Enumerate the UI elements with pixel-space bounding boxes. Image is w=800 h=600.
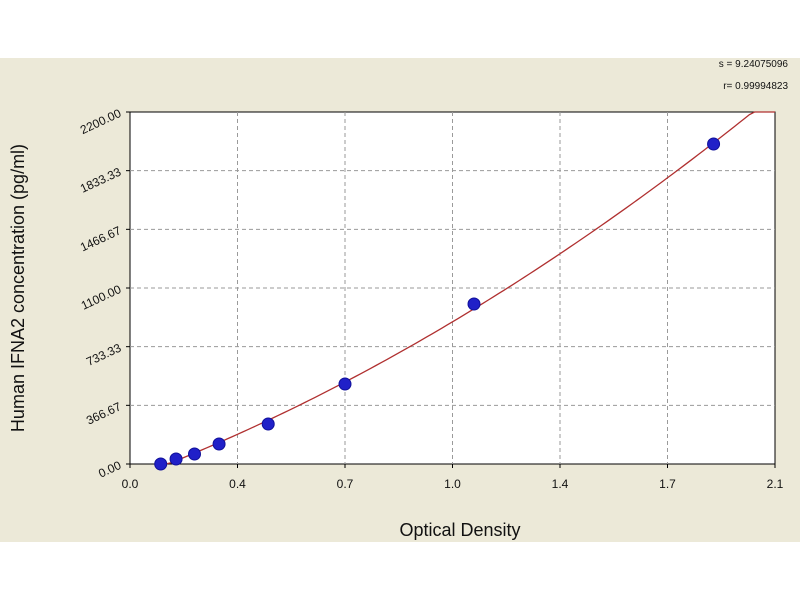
y-tick-label: 1833.33: [78, 165, 124, 196]
y-axis-ticks: 0.00 366.67 733.33 1100.00 1466.67 1833.33 220…: [78, 106, 130, 481]
data-point: [154, 457, 168, 471]
x-axis-title: Optical Density: [399, 520, 520, 540]
stat-s-value: s = 9.24075096: [719, 59, 789, 70]
y-tick-label: 366.67: [84, 399, 123, 427]
x-tick-label: 0.0: [122, 477, 139, 491]
data-point: [338, 377, 352, 391]
x-tick-label: 1.4: [552, 477, 569, 491]
y-tick-label: 733.33: [84, 341, 123, 369]
grid-lines: [130, 112, 775, 464]
y-tick-label: 2200.00: [78, 106, 124, 137]
data-point: [261, 417, 275, 431]
y-tick-label: 1100.00: [79, 282, 124, 313]
x-tick-label: 1.7: [659, 477, 676, 491]
stat-r-value: r= 0.99994823: [723, 81, 788, 92]
chart-frame: 0.0 0.4 0.7 1.0 1.4 1.7 2.1 0.00 366.67 733.33 11…: [0, 58, 800, 542]
data-points: [154, 137, 721, 471]
y-tick-label: 1466.67: [78, 223, 124, 254]
y-tick-label: 0.00: [96, 458, 123, 481]
x-tick-label: 0.4: [229, 477, 246, 491]
x-axis-ticks: 0.0 0.4 0.7 1.0 1.4 1.7 2.1: [122, 464, 784, 491]
data-point: [169, 452, 183, 466]
data-point: [188, 447, 201, 461]
data-point: [212, 437, 226, 451]
y-axis-title: Human IFNA2 concentration (pg/ml): [8, 144, 28, 432]
x-tick-label: 2.1: [767, 477, 784, 491]
standard-curve-chart: 0.0 0.4 0.7 1.0 1.4 1.7 2.1 0.00 366.67 733.33 11…: [8, 59, 789, 540]
data-point: [707, 137, 721, 151]
x-tick-label: 0.7: [337, 477, 354, 491]
x-tick-label: 1.0: [444, 477, 461, 491]
data-point: [467, 297, 481, 311]
